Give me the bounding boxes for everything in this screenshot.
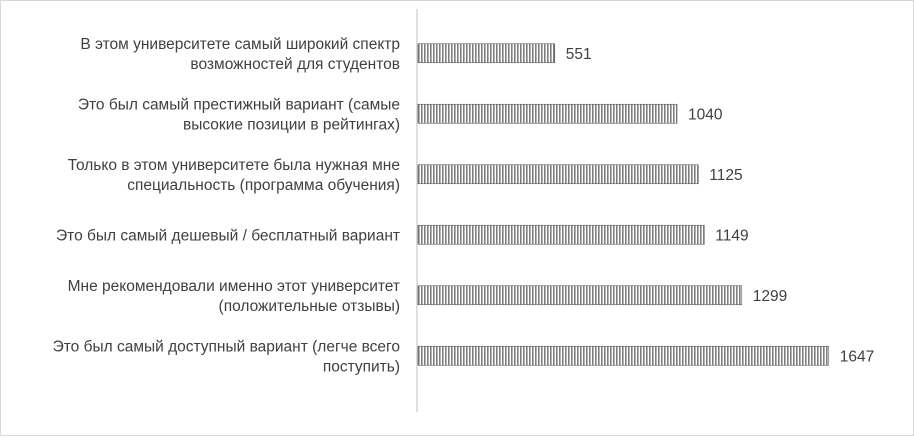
category-label-3: Это был самый дешевый / бесплатный вариа… — [56, 227, 400, 244]
data-label-3: 1149 — [715, 227, 748, 244]
bar-2 — [417, 164, 699, 185]
data-label-4: 1299 — [753, 288, 787, 305]
bar-5 — [417, 345, 830, 366]
bar-4 — [417, 285, 743, 306]
data-label-0: 551 — [566, 46, 592, 63]
bar-1 — [417, 103, 678, 124]
data-label-5: 1647 — [840, 348, 874, 365]
category-label-4: Мне рекомендовали именно этот университе… — [68, 278, 400, 315]
category-label-1: Это был самый престижный вариант (самые в… — [78, 96, 400, 133]
category-label-0: В этом университете самый широкий спектр… — [80, 36, 400, 73]
bar-3 — [417, 224, 705, 245]
category-label-2: Только в этом университете была нужная м… — [68, 157, 400, 194]
data-label-1: 1040 — [688, 106, 723, 123]
bar-0 — [417, 43, 556, 64]
data-label-2: 1125 — [709, 167, 742, 184]
category-label-5: Это был самый доступный вариант (легче в… — [53, 338, 400, 375]
